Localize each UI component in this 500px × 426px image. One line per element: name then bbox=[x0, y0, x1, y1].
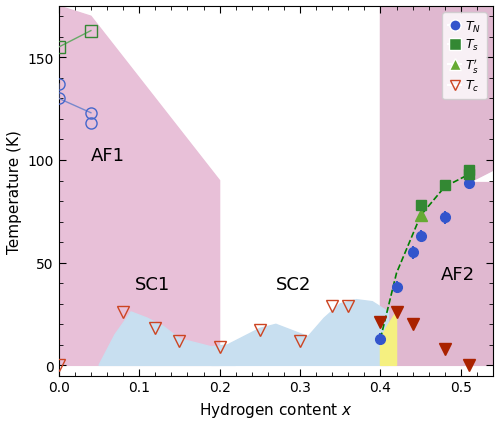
Text: SC2: SC2 bbox=[276, 276, 312, 294]
Text: AF1: AF1 bbox=[91, 147, 125, 164]
Legend: $T_N$, $T_s$, $T_s'$, $T_c$: $T_N$, $T_s$, $T_s'$, $T_c$ bbox=[442, 13, 487, 100]
X-axis label: Hydrogen content $x$: Hydrogen content $x$ bbox=[199, 400, 353, 419]
Text: AF2: AF2 bbox=[441, 265, 475, 283]
Polygon shape bbox=[380, 7, 493, 339]
Polygon shape bbox=[99, 312, 235, 366]
Polygon shape bbox=[380, 183, 493, 366]
Polygon shape bbox=[212, 300, 388, 366]
Polygon shape bbox=[380, 312, 396, 366]
Y-axis label: Temperature (K): Temperature (K) bbox=[7, 130, 22, 253]
Polygon shape bbox=[58, 7, 220, 366]
Text: SC1: SC1 bbox=[135, 276, 170, 294]
